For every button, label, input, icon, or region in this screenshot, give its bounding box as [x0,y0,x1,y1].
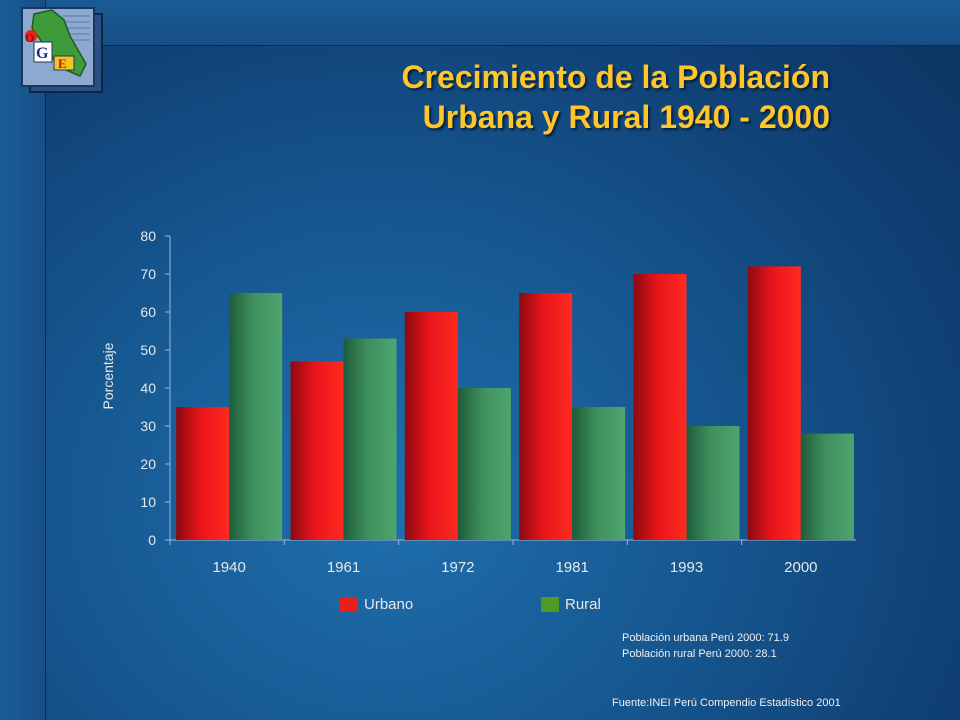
legend-swatch-urbano [340,597,358,612]
y-tick-label: 10 [140,494,156,510]
x-tick-label: 1972 [441,559,474,576]
legend-label-rural: Rural [565,596,601,613]
bar-urbano-1972 [404,312,458,540]
y-tick-label: 20 [140,456,156,472]
slide-title: Crecimiento de la Población Urbana y Rur… [200,57,830,137]
bar-urbano-2000 [747,266,801,540]
oge-logo: O G E [21,7,103,93]
title-line-2: Urbana y Rural 1940 - 2000 [422,99,830,135]
left-band [0,0,46,720]
legend-rural: Rural [541,596,601,613]
x-tick-label: 1940 [212,559,245,576]
y-tick-label: 0 [148,532,156,548]
y-tick-label: 80 [140,228,156,244]
y-tick-label: 50 [140,342,156,358]
source-note: Fuente:INEI Perú Compendio Estadístico 2… [612,697,841,709]
bar-rural-1981 [572,407,626,540]
bar-urbano-1981 [519,293,573,540]
bar-rural-1993 [686,426,740,540]
logo-letter-e: E [58,56,67,71]
x-tick-label: 1961 [327,559,360,576]
title-line-1: Crecimiento de la Población [401,59,830,95]
population-notes: Población urbana Perú 2000: 71.9 Poblaci… [622,630,789,662]
x-tick-label: 2000 [784,559,817,576]
note-rural: Población rural Perú 2000: 28.1 [622,648,777,660]
logo-letter-g: G [36,45,49,62]
bar-rural-1940 [229,293,283,540]
bar-rural-1972 [457,388,511,540]
bar-rural-2000 [800,433,854,540]
bar-urbano-1961 [290,361,344,540]
bar-rural-1961 [343,338,397,540]
legend-swatch-rural [541,597,559,612]
y-tick-label: 60 [140,304,156,320]
legend-urbano: Urbano [340,596,413,613]
x-tick-label: 1981 [555,559,588,576]
bar-urbano-1993 [633,274,687,540]
y-tick-label: 70 [140,266,156,282]
y-axis-label: Porcentaje [100,342,116,410]
bar-urbano-1940 [176,407,230,540]
logo-letter-o: O [25,31,34,45]
y-tick-label: 30 [140,418,156,434]
note-urban: Población urbana Perú 2000: 71.9 [622,632,789,644]
y-tick-label: 40 [140,380,156,396]
legend-label-urbano: Urbano [364,596,414,613]
top-band [0,0,960,46]
x-tick-label: 1993 [670,559,703,576]
